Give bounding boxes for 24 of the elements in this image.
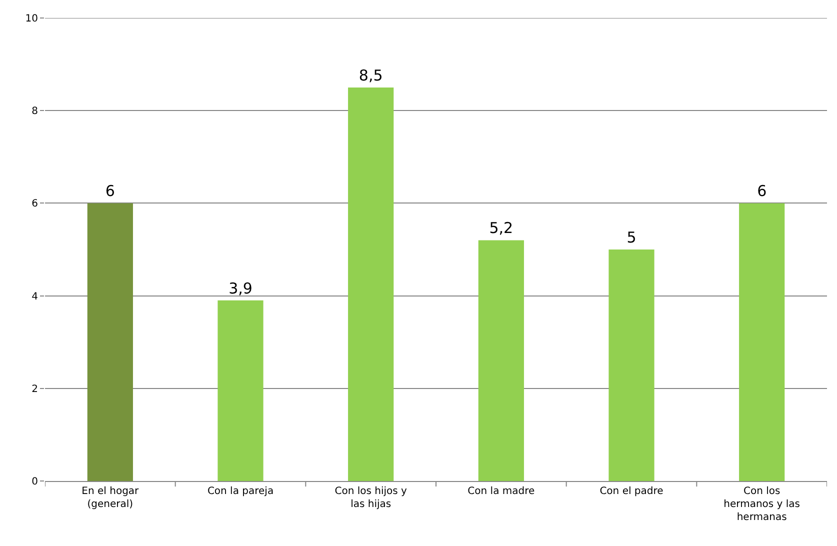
data-label: 3,9 bbox=[228, 279, 252, 298]
bar bbox=[87, 203, 133, 481]
y-tick-label: 2 bbox=[32, 384, 38, 395]
data-label: 8,5 bbox=[358, 66, 383, 84]
y-tick-label: 10 bbox=[25, 14, 38, 24]
y-tick-label: 4 bbox=[32, 291, 38, 302]
bar bbox=[478, 240, 524, 481]
bar bbox=[608, 250, 654, 481]
y-tick-label: 8 bbox=[32, 106, 38, 118]
x-tick-label: Con la madre bbox=[468, 486, 535, 497]
bar bbox=[218, 300, 264, 481]
x-tick-label: Con los hijos y las hijas bbox=[334, 486, 408, 510]
x-tick-label: En el hogar (general) bbox=[82, 486, 140, 510]
data-label: 5 bbox=[626, 228, 636, 246]
x-tick-label: Con los hermanos y las hermanas bbox=[724, 486, 800, 523]
data-label: 5,2 bbox=[489, 219, 514, 238]
data-label: 6 bbox=[105, 182, 115, 200]
bar bbox=[348, 87, 394, 481]
y-tick-label: 0 bbox=[32, 476, 38, 488]
bar bbox=[739, 203, 785, 481]
x-tick-label: Con el padre bbox=[600, 486, 664, 497]
data-label: 6 bbox=[757, 182, 767, 200]
x-tick-label: Con la pareja bbox=[207, 486, 274, 497]
y-tick-label: 6 bbox=[32, 198, 38, 210]
